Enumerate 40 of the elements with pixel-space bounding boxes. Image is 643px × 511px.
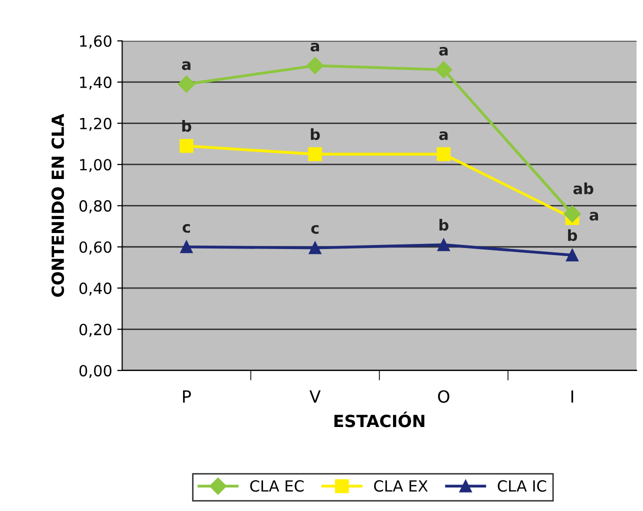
annotation: a <box>182 61 190 70</box>
x-tick-label: P <box>183 390 191 403</box>
point <box>435 61 452 78</box>
x-tick-label: V <box>310 390 321 403</box>
annotation: ab <box>573 182 594 194</box>
y-tick-label: 0,60 <box>79 241 112 254</box>
annotation: a <box>310 42 320 52</box>
annotation: a <box>439 46 448 56</box>
x-tick-label: O <box>438 390 450 403</box>
annotation: b <box>310 128 320 140</box>
y-tick-label: 0,80 <box>79 200 112 214</box>
y-tick-label: 0,00 <box>79 364 112 378</box>
y-tick-label: 0,40 <box>79 282 112 296</box>
y-tick-label: 1,60 <box>80 35 112 48</box>
annotation: c <box>311 225 319 234</box>
annotation: b <box>568 229 578 242</box>
y-tick-label: 1,00 <box>80 158 112 172</box>
point <box>437 238 450 252</box>
y-tick-label: 1,20 <box>80 118 112 131</box>
legend-label: CLA EX <box>374 480 428 492</box>
point <box>178 76 196 93</box>
y-axis-title: CONTENIDO EN CLA <box>51 114 64 297</box>
point <box>308 147 322 162</box>
point <box>564 205 581 222</box>
annotation: b <box>439 218 448 231</box>
y-tick-label: 1,40 <box>80 76 112 90</box>
annotation: a <box>590 212 598 221</box>
point <box>306 57 324 74</box>
point <box>308 242 322 254</box>
annotation: a <box>439 131 448 140</box>
annotation: c <box>182 224 190 233</box>
legend-label: CLA EC <box>250 480 304 492</box>
x-tick-label: I <box>571 390 574 403</box>
x-axis-title: ESTACIÓN <box>334 412 424 428</box>
point <box>566 248 579 262</box>
point <box>180 240 193 254</box>
y-tick-label: 0,20 <box>79 324 112 337</box>
point <box>180 138 194 153</box>
legend-label: CLA IC <box>498 480 546 492</box>
point <box>436 147 451 162</box>
